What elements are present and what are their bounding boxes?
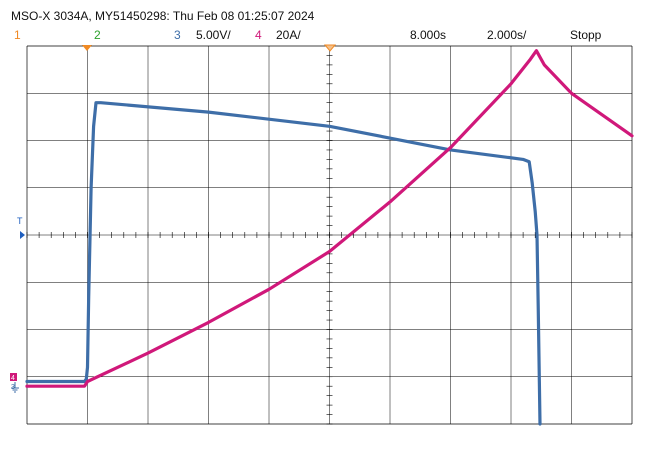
ch4-scale: 20A/ xyxy=(276,28,301,42)
trigger-level-marker[interactable] xyxy=(20,231,25,239)
run-state: Stopp xyxy=(570,28,602,42)
trigger-level-label: T xyxy=(17,216,23,226)
ground-icon xyxy=(11,382,19,393)
ch4-ground-label: 4 xyxy=(11,375,15,382)
ch2-label[interactable]: 2 xyxy=(94,28,101,42)
ch3-scale: 5.00V/ xyxy=(196,28,231,42)
channel-status-bar: 1 2 3 5.00V/ 4 20A/ 8.000s 2.000s/ Stopp xyxy=(0,28,652,44)
ch3-label[interactable]: 3 xyxy=(174,28,181,42)
ch2-trigger-marker[interactable] xyxy=(82,45,92,51)
graticule xyxy=(26,45,633,425)
ch3-trace xyxy=(25,101,542,426)
ch1-label[interactable]: 1 xyxy=(14,28,21,42)
screen-markers: T 4 3 xyxy=(10,44,337,393)
scope-title: MSO-X 3034A, MY51450298: Thu Feb 08 01:2… xyxy=(11,9,315,23)
timebase-position: 8.000s xyxy=(410,28,447,42)
ch4-ground-marker[interactable] xyxy=(10,373,17,381)
ch4-label[interactable]: 4 xyxy=(255,28,262,42)
time-reference-marker[interactable] xyxy=(323,44,337,52)
waveform-traces xyxy=(25,49,634,426)
ch4-trace xyxy=(25,49,634,388)
timebase-scale: 2.000s/ xyxy=(487,28,527,42)
